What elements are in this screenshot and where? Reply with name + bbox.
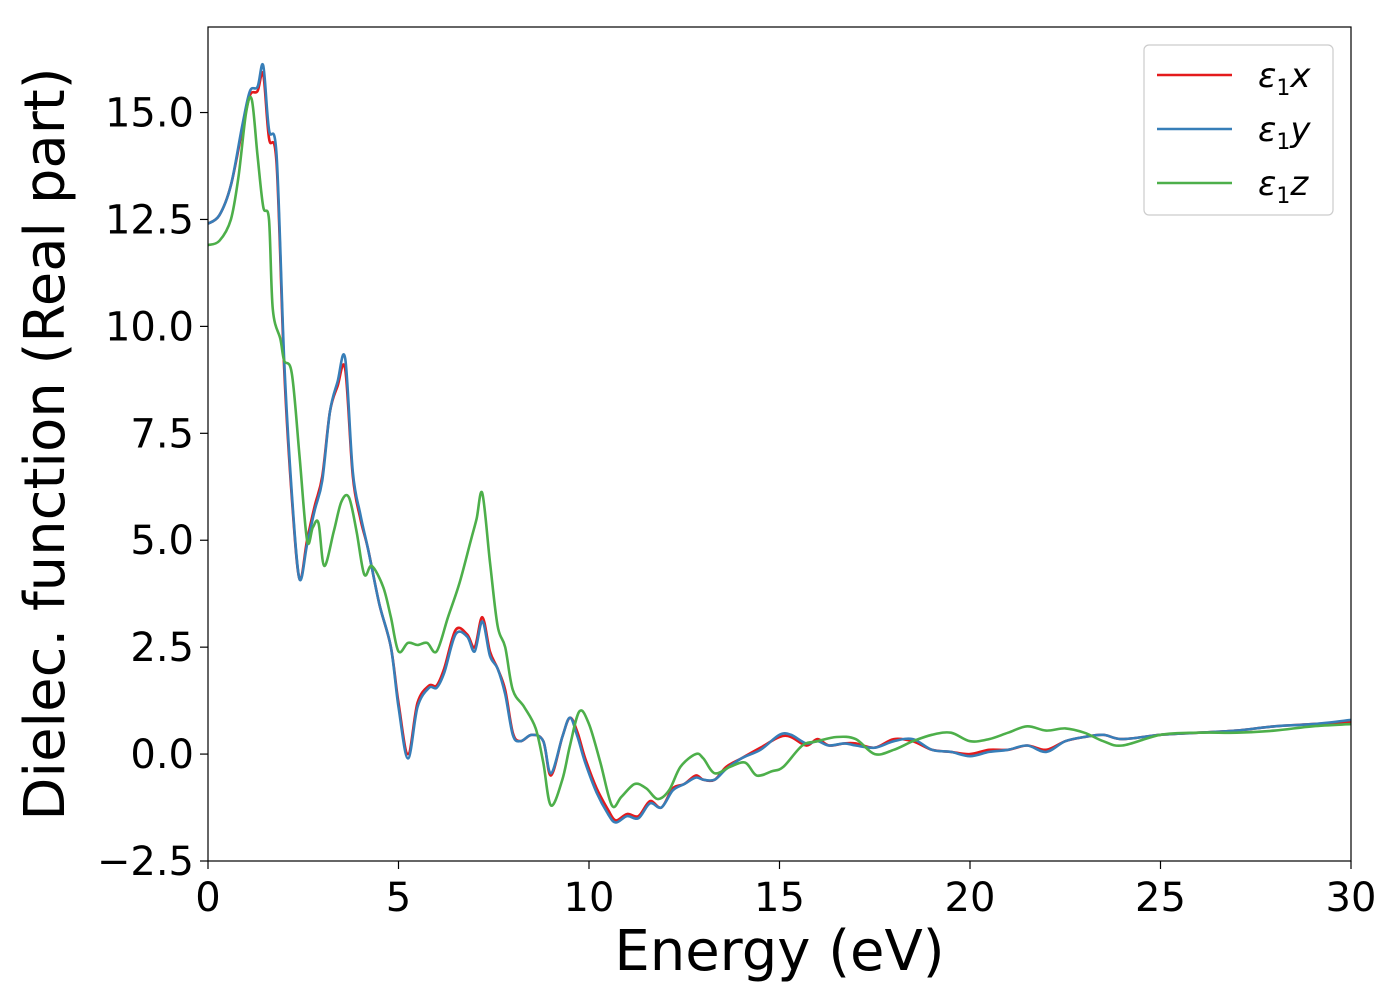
y-tick-label: 12.5 [105, 197, 194, 243]
legend-label-y: ε1y [1258, 110, 1311, 155]
x-axis-title: Energy (eV) [614, 919, 944, 984]
series-layer [208, 62, 1351, 824]
x-tick-label: 20 [945, 875, 996, 921]
y-tick-label: −2.5 [97, 839, 194, 885]
legend-label-x: ε1x [1258, 56, 1311, 101]
x-tick-label: 15 [754, 875, 805, 921]
legend-label-z: ε1z [1258, 164, 1309, 209]
y-axis-title: Dielec. function (Real part) [13, 67, 78, 820]
x-tick-label: 30 [1326, 875, 1377, 921]
legend: ε1x ε1y ε1z [1143, 44, 1334, 216]
series-line-z [208, 95, 1351, 809]
legend-box [1143, 44, 1334, 216]
y-tick-label: 7.5 [130, 411, 194, 457]
y-tick-label: 0.0 [130, 732, 194, 778]
y-tick-label: 15.0 [105, 91, 194, 137]
x-axis: 0 5 10 15 20 25 30 [195, 861, 1376, 921]
x-tick-label: 5 [386, 875, 411, 921]
y-tick-label: 2.5 [130, 625, 194, 671]
x-tick-label: 25 [1135, 875, 1186, 921]
x-tick-label: 0 [195, 875, 220, 921]
x-tick-label: 10 [564, 875, 615, 921]
y-tick-label: 10.0 [105, 304, 194, 350]
series-line-y [208, 62, 1351, 824]
y-tick-label: 5.0 [130, 518, 194, 564]
y-axis: −2.5 0.0 2.5 5.0 7.5 10.0 12.5 15.0 [97, 91, 208, 885]
